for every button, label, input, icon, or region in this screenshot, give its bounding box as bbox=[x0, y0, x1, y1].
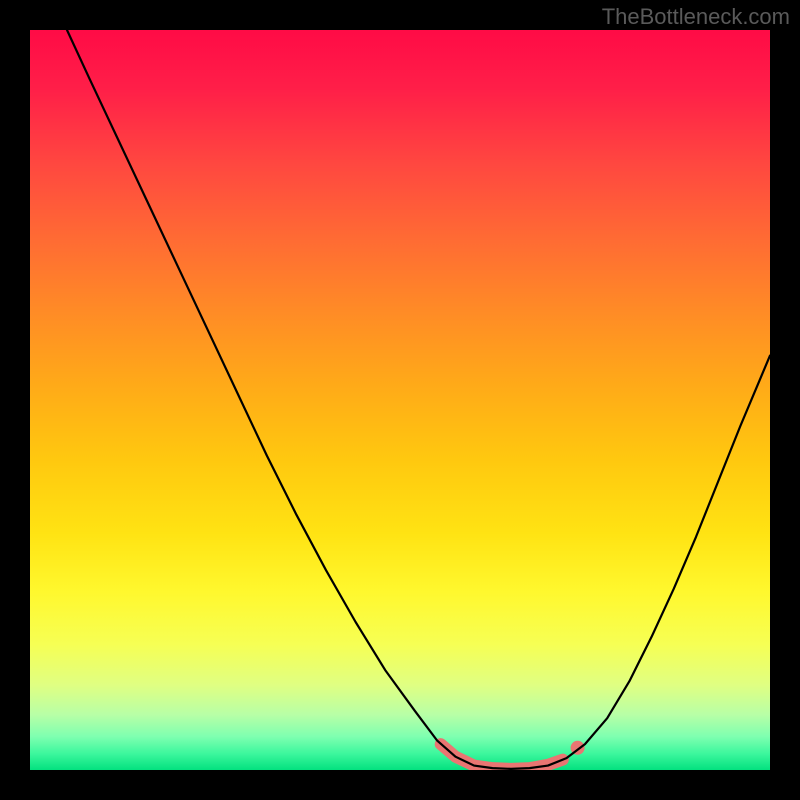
chart-svg bbox=[0, 0, 800, 800]
heatmap-background bbox=[30, 30, 770, 770]
chart-stage: TheBottleneck.com bbox=[0, 0, 800, 800]
